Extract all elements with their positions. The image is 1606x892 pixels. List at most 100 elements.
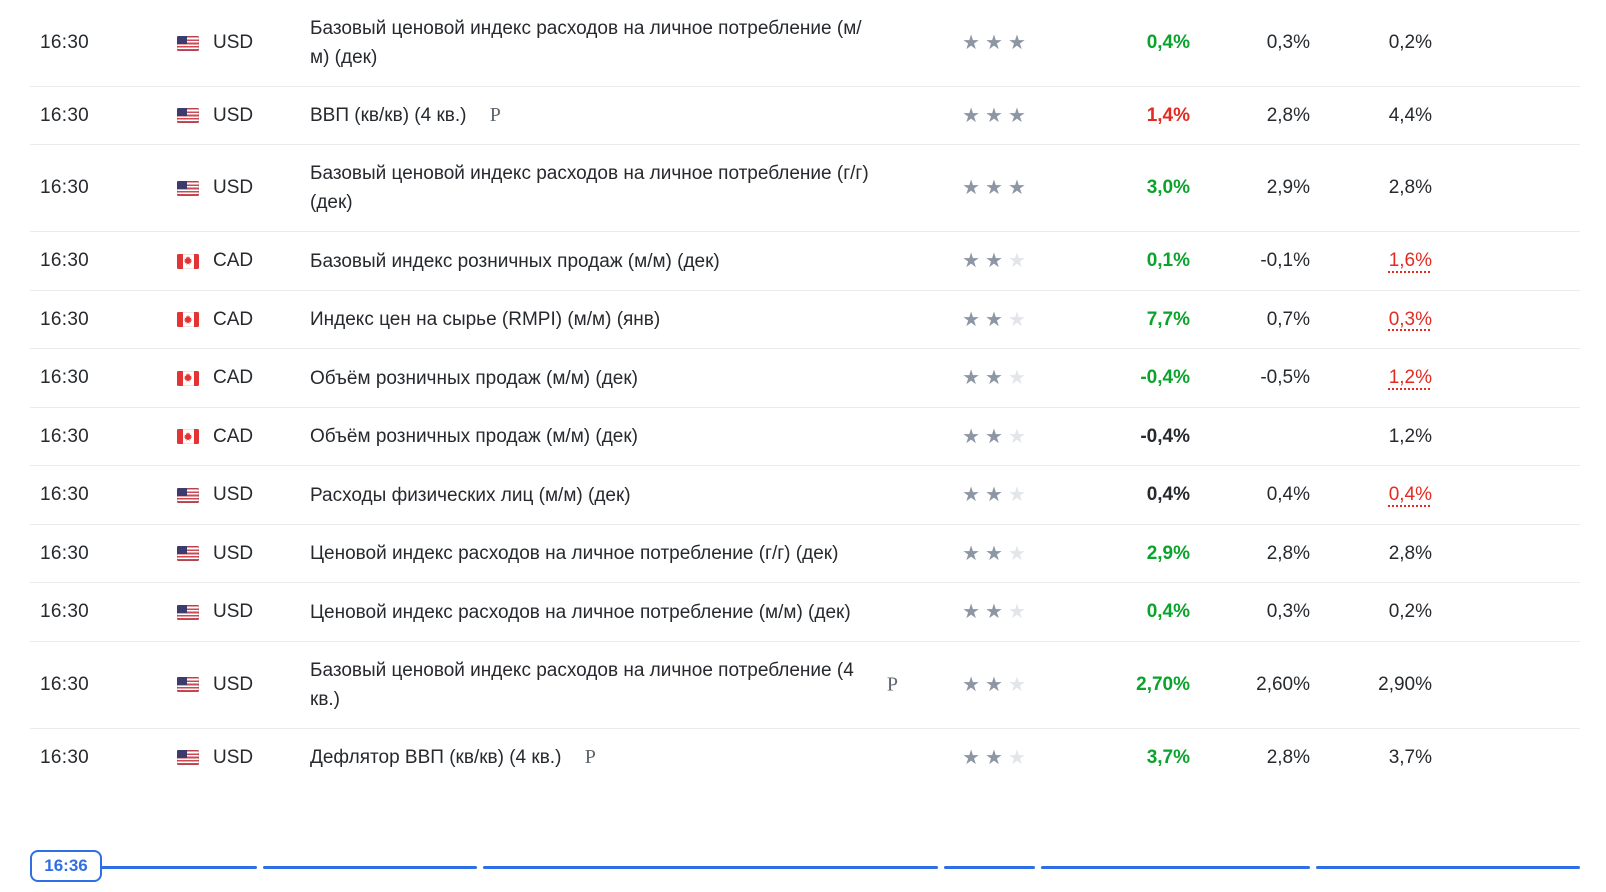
current-time-line-segment bbox=[1316, 866, 1580, 869]
event-name-link[interactable]: Базовый ценовой индекс расходов на лично… bbox=[310, 659, 854, 710]
event-name-link[interactable]: Ценовой индекс расходов на личное потреб… bbox=[310, 543, 839, 565]
event-time: 16:30 bbox=[40, 177, 90, 199]
canada-flag-icon bbox=[177, 429, 199, 445]
previous-value: 0,2% bbox=[1388, 32, 1432, 53]
importance-stars: ★ ★ ★ bbox=[940, 748, 1060, 768]
previous-value: 0,4% bbox=[1388, 484, 1432, 506]
event-cell: Дефлятор ВВП (кв/кв) (4 кв.) P bbox=[310, 743, 940, 772]
actual-value: 3,7% bbox=[1146, 746, 1190, 768]
us-flag-canton bbox=[177, 677, 187, 686]
event-time: 16:30 bbox=[40, 104, 90, 126]
previous-value: 2,8% bbox=[1388, 542, 1432, 564]
calendar-event-row: 16:30 USD Дефлятор ВВП (кв/кв) (4 кв.) P… bbox=[30, 729, 1580, 794]
event-name-link[interactable]: Базовый ценовой индекс расходов на лично… bbox=[310, 163, 869, 214]
forecast-value: 2,8% bbox=[1266, 104, 1310, 126]
event-cell: Объём розничных продаж (м/м) (дек) bbox=[310, 422, 940, 451]
calendar-event-row: 16:30 USD Базовый ценовой индекс расходо… bbox=[30, 145, 1580, 233]
importance-stars: ★ ★ ★ bbox=[940, 33, 1060, 53]
importance-star-icon: ★ bbox=[985, 32, 1003, 54]
previous-value: 1,2% bbox=[1388, 367, 1432, 389]
event-name-link[interactable]: Объём розничных продаж (м/м) (дек) bbox=[310, 426, 638, 448]
currency-code: CAD bbox=[213, 250, 254, 272]
currency-cell: USD bbox=[150, 543, 310, 565]
importance-stars: ★ ★ ★ bbox=[940, 427, 1060, 447]
importance-star-icon: ★ bbox=[985, 673, 1003, 696]
event-name-link[interactable]: Дефлятор ВВП (кв/кв) (4 кв.) bbox=[310, 747, 562, 769]
importance-star-icon: ★ bbox=[985, 104, 1003, 127]
importance-star-icon: ★ bbox=[962, 250, 981, 273]
event-time: 16:30 bbox=[40, 601, 90, 623]
current-time-badge: 16:36 bbox=[30, 850, 102, 882]
us-flag-icon bbox=[177, 750, 199, 766]
us-flag-icon bbox=[177, 487, 199, 503]
previous-value: 2,90% bbox=[1378, 673, 1432, 695]
previous-value: 4,4% bbox=[1388, 104, 1432, 126]
canada-flag-icon bbox=[177, 312, 199, 328]
importance-star-icon: ★ bbox=[1007, 484, 1026, 507]
importance-star-icon: ★ bbox=[1007, 250, 1026, 273]
importance-stars: ★ ★ ★ bbox=[940, 368, 1060, 388]
event-time: 16:30 bbox=[40, 367, 90, 389]
preliminary-release-icon: P bbox=[584, 745, 596, 768]
current-time-line-segment bbox=[483, 866, 938, 869]
event-cell: Индекс цен на сырье (RMPI) (м/м) (янв) bbox=[310, 305, 940, 334]
importance-stars: ★ ★ ★ bbox=[940, 106, 1060, 126]
event-time: 16:30 bbox=[40, 746, 90, 768]
importance-star-icon: ★ bbox=[1007, 601, 1026, 624]
actual-value: -0,4% bbox=[1140, 425, 1190, 447]
importance-star-icon: ★ bbox=[985, 308, 1003, 331]
event-name-link[interactable]: Ценовой индекс расходов на личное потреб… bbox=[310, 601, 851, 623]
actual-value: 2,70% bbox=[1136, 673, 1190, 695]
currency-code: CAD bbox=[213, 425, 254, 447]
importance-star-icon: ★ bbox=[962, 746, 981, 769]
event-time: 16:30 bbox=[40, 308, 90, 330]
importance-star-icon: ★ bbox=[985, 367, 1003, 390]
event-name-link[interactable]: Расходы физических лиц (м/м) (дек) bbox=[310, 484, 631, 506]
us-flag-canton bbox=[177, 546, 187, 555]
currency-code: CAD bbox=[213, 367, 254, 389]
calendar-event-row: 16:30 CAD Объём розничных продаж (м/м) (… bbox=[30, 349, 1580, 408]
event-name-link[interactable]: Базовый индекс розничных продаж (м/м) (д… bbox=[310, 250, 720, 272]
previous-value: 3,7% bbox=[1388, 746, 1432, 768]
actual-value: 2,9% bbox=[1146, 542, 1190, 564]
forecast-value: -0,5% bbox=[1260, 367, 1310, 389]
event-name-link[interactable]: Объём розничных продаж (м/м) (дек) bbox=[310, 367, 638, 389]
importance-star-icon: ★ bbox=[1007, 177, 1026, 200]
us-flag-canton bbox=[177, 750, 187, 759]
currency-cell: CAD bbox=[150, 426, 310, 448]
economic-calendar-table: 16:30 USD Базовый ценовой индекс расходо… bbox=[30, 14, 1580, 794]
currency-cell: CAD bbox=[150, 309, 310, 331]
event-name-link[interactable]: Индекс цен на сырье (RMPI) (м/м) (янв) bbox=[310, 309, 661, 331]
currency-cell: USD bbox=[150, 674, 310, 696]
actual-value: 3,0% bbox=[1146, 177, 1190, 199]
forecast-value: 0,7% bbox=[1266, 308, 1310, 330]
importance-star-icon: ★ bbox=[985, 746, 1003, 769]
importance-stars: ★ ★ ★ bbox=[940, 602, 1060, 622]
actual-value: 0,4% bbox=[1146, 32, 1190, 53]
importance-star-icon: ★ bbox=[985, 425, 1003, 448]
event-cell: Базовый ценовой индекс расходов на лично… bbox=[310, 159, 940, 217]
us-flag-icon bbox=[177, 35, 199, 51]
event-cell: Базовый индекс розничных продаж (м/м) (д… bbox=[310, 246, 940, 275]
us-flag-icon bbox=[177, 604, 199, 620]
currency-cell: USD bbox=[150, 177, 310, 199]
event-time: 16:30 bbox=[40, 484, 90, 506]
event-name-link[interactable]: Базовый ценовой индекс расходов на лично… bbox=[310, 18, 862, 68]
importance-star-icon: ★ bbox=[962, 484, 981, 507]
current-time-line-segment bbox=[944, 866, 1035, 869]
importance-star-icon: ★ bbox=[985, 484, 1003, 507]
event-name-link[interactable]: ВВП (кв/кв) (4 кв.) bbox=[310, 105, 467, 127]
calendar-event-row: 16:30 CAD Объём розничных продаж (м/м) (… bbox=[30, 408, 1580, 467]
event-time: 16:30 bbox=[40, 673, 90, 695]
importance-star-icon: ★ bbox=[985, 250, 1003, 273]
event-cell: Базовый ценовой индекс расходов на лично… bbox=[310, 14, 940, 72]
currency-code: USD bbox=[213, 601, 254, 623]
event-cell: Ценовой индекс расходов на личное потреб… bbox=[310, 597, 940, 626]
actual-value: 0,4% bbox=[1146, 601, 1190, 623]
currency-cell: USD bbox=[150, 484, 310, 506]
previous-value: 1,2% bbox=[1388, 425, 1432, 447]
importance-star-icon: ★ bbox=[962, 425, 981, 448]
importance-star-icon: ★ bbox=[1007, 32, 1026, 54]
importance-star-icon: ★ bbox=[962, 104, 981, 127]
currency-cell: USD bbox=[150, 32, 310, 54]
